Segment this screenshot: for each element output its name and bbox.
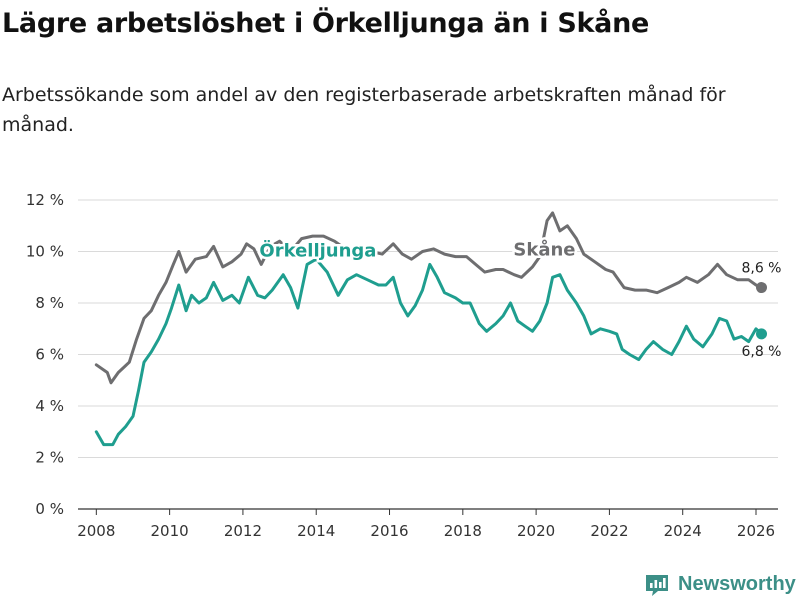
series-label-skane: Skåne [513,238,575,260]
x-tick-label: 2008 [77,522,115,540]
x-tick-label: 2010 [151,522,189,540]
series-label-orkelljunga: Örkelljunga [259,240,376,262]
y-tick-label: 2 % [35,449,64,467]
x-tick-label: 2016 [370,522,408,540]
series-line-skane [94,211,763,385]
end-label-orkelljunga: 6,8 % [741,344,781,360]
chart-title: Lägre arbetslöshet i Örkelljunga än i Sk… [2,8,650,39]
end-point-skane [756,282,768,294]
x-tick-label: 2024 [664,522,702,540]
brand-name: Newsworthy [678,572,796,595]
x-tick-label: 2018 [444,522,482,540]
x-tick-label: 2026 [737,522,775,540]
x-tick-label: 2012 [224,522,262,540]
newsworthy-logo-icon [646,575,668,596]
y-tick-label: 0 % [35,500,64,518]
x-tick-label: 2014 [297,522,335,540]
series-line-orkelljunga [94,257,763,447]
end-label-skane: 8,6 % [741,261,781,277]
y-tick-label: 10 % [26,243,64,261]
newsworthy-logo: Newsworthy [644,570,796,598]
y-tick-label: 12 % [26,191,64,209]
end-point-orkelljunga [756,328,768,340]
y-tick-label: 6 % [35,346,64,364]
x-tick-label: 2020 [517,522,555,540]
y-tick-label: 8 % [35,294,64,312]
y-tick-label: 4 % [35,397,64,415]
x-tick-label: 2022 [590,522,628,540]
chart-subtitle: Arbetssökande som andel av den registerb… [2,84,726,136]
